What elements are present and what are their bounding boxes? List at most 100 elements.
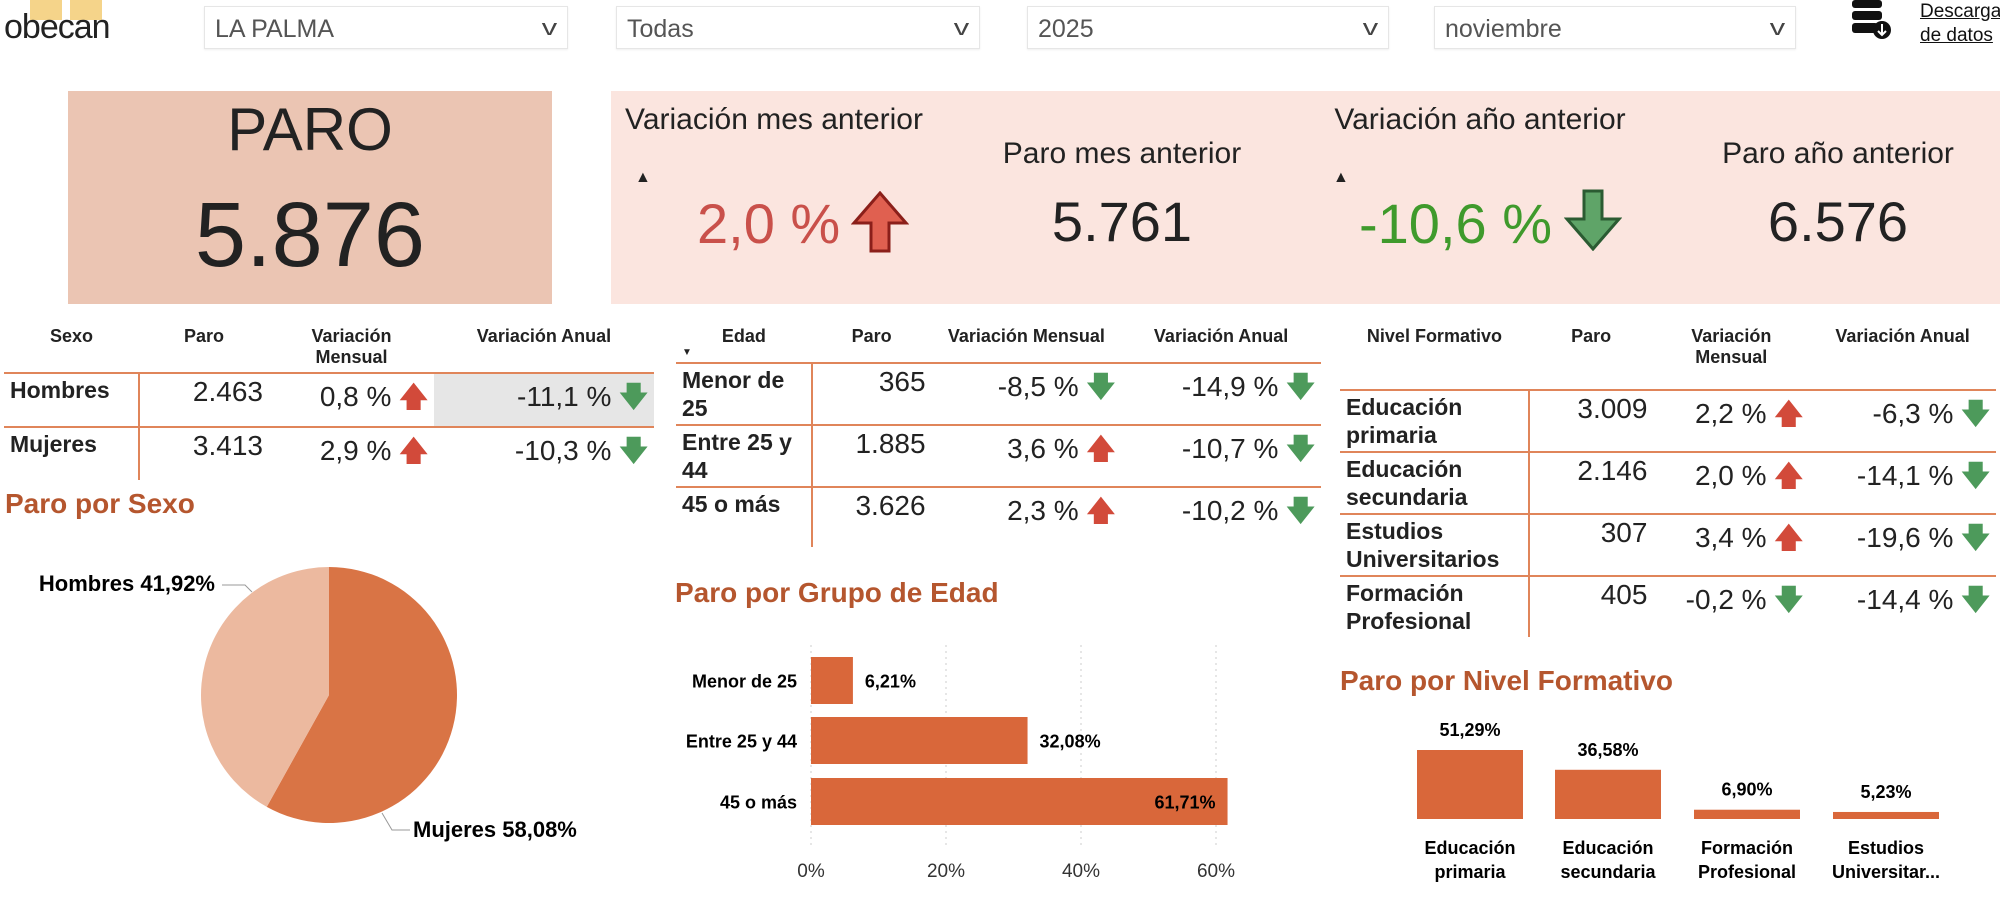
column-header[interactable]: Sexo (49, 326, 94, 346)
kpi-value: 5.761 (1051, 190, 1193, 253)
arrow-up-icon: 🡅 (1774, 522, 1804, 553)
sort-desc-icon: ▼ (682, 347, 692, 358)
monthly-variation: 3,6 % 🡅 (931, 424, 1122, 487)
pie-slice-mujeres (266, 567, 457, 824)
table-row[interactable]: Entre 25 y 44 1.885 3,6 % 🡅 -10,7 % 🡇 (676, 424, 1321, 487)
chevron-down-icon: v (541, 15, 558, 40)
column-2 (1694, 809, 1800, 819)
kpi-value: -10,6 % (1359, 192, 1552, 255)
table-row[interactable]: Formación Profesional 405 -0,2 % 🡇 -14,4 % … (1340, 575, 1996, 637)
arrow-up-icon: 🡅 (1774, 460, 1804, 491)
arrow-down-icon: 🡇 (1086, 371, 1116, 402)
section-title-edad: Paro por Grupo de Edad (675, 577, 999, 608)
row-label: Hombres (4, 372, 140, 427)
column-header[interactable]: Paro (1571, 326, 1612, 346)
table-row[interactable]: Hombres 2.463 0,8 % 🡅 -11,1 % 🡇 (4, 372, 654, 427)
dropdown-value: Todas (627, 15, 694, 43)
column-header[interactable]: Variación Anual (476, 326, 612, 346)
annual-variation: -6,3 % 🡇 (1809, 389, 1996, 452)
category-label: Estudios (1848, 838, 1924, 858)
data-label: 5,23% (1860, 782, 1911, 802)
sort-triangle-icon: ▲ (635, 169, 651, 186)
arrow-down-icon: 🡇 (1774, 584, 1804, 615)
table-row[interactable]: Educación secundaria 2.146 2,0 % 🡅 -14,1 % … (1340, 451, 1996, 514)
column-header[interactable]: Variación Anual (1153, 326, 1289, 346)
row-label: 45 o más (676, 486, 813, 547)
column-header[interactable]: Nivel Formativo (1366, 326, 1502, 346)
paro-value: 3.009 (1528, 389, 1654, 452)
arrow-down-icon: 🡇 (619, 381, 648, 412)
x-tick-label: 60% (1197, 861, 1235, 882)
column-header[interactable]: Paro (183, 326, 225, 346)
year-dropdown[interactable]: 2025 v (1027, 6, 1389, 49)
logo-mark (70, 0, 102, 20)
x-tick-label: 20% (927, 861, 965, 882)
data-label: 32,08% (1040, 732, 1101, 752)
column-header[interactable]: Edad ▼ (676, 322, 812, 363)
table-row[interactable]: Mujeres 3.413 2,9 % 🡅 -10,3 % 🡇 (4, 426, 654, 480)
kpi-label: Variación mes anterior (625, 103, 923, 136)
x-tick-label: 0% (797, 861, 825, 882)
island-dropdown[interactable]: LA PALMA v (204, 6, 568, 49)
category-label: secundaria (1560, 862, 1656, 882)
bar-1 (811, 717, 1028, 764)
category-label: 45 o más (720, 793, 797, 813)
pie-label-hombres: Hombres 41,92% (39, 571, 215, 596)
dropdown-value: LA PALMA (215, 15, 335, 43)
table-sexo: Sexo Paro Variación Mensual Variación Anual… (4, 322, 654, 480)
data-label: 6,21% (865, 672, 916, 692)
column-header[interactable]: Variación Mensual (311, 326, 392, 367)
paro-value: 1.885 (811, 424, 932, 487)
x-tick-label: 40% (1062, 861, 1100, 882)
data-label: 6,90% (1721, 780, 1772, 800)
dropdown-value: 2025 (1038, 15, 1094, 43)
leader-line (381, 812, 410, 831)
monthly-variation: 2,0 % 🡅 (1653, 451, 1810, 514)
arrow-down-icon: 🡇 (1961, 460, 1990, 491)
paro-value: 405 (1528, 575, 1654, 637)
logo: obecan (4, 8, 111, 46)
annual-variation: -14,9 % 🡇 (1121, 362, 1321, 425)
category-label: Educación (1424, 838, 1515, 858)
arrow-up-icon: 🡅 (1086, 433, 1116, 464)
arrow-down-icon: 🡇 (1286, 495, 1315, 526)
column-header[interactable]: Paro (851, 326, 892, 346)
monthly-variation: 2,3 % 🡅 (931, 486, 1122, 547)
arrow-down-icon: 🡇 (1961, 584, 1990, 615)
section-title-sexo: Paro por Sexo (5, 488, 195, 519)
column-3 (1833, 811, 1939, 819)
kpi-value: 6.576 (1767, 190, 1909, 253)
table-row[interactable]: Estudios Universitarios 307 3,4 % 🡅 -19,6 %… (1340, 513, 1996, 576)
kpi-label: Paro mes anterior (1002, 137, 1242, 170)
column-header[interactable]: Variación Mensual (1691, 326, 1772, 367)
row-label: Menor de 25 (676, 362, 813, 425)
column-header[interactable]: Variación Mensual (947, 326, 1105, 346)
monthly-variation: 0,8 % 🡅 (269, 372, 434, 427)
arrow-up-icon: 🡅 (399, 435, 428, 466)
row-label: Educación secundaria (1340, 451, 1530, 514)
arrow-up-icon: 🡅 (1774, 398, 1804, 429)
pie-slice-hombres (200, 567, 329, 807)
column-header[interactable]: Variación Anual (1835, 326, 1970, 346)
annual-variation: -19,6 % 🡇 (1809, 513, 1996, 576)
table-row[interactable]: Educación primaria 3.009 2,2 % 🡅 -6,3 % 🡇 (1340, 389, 1996, 452)
table-row[interactable]: Menor de 25 365 -8,5 % 🡇 -14,9 % 🡇 (676, 362, 1321, 425)
annual-variation: -10,7 % 🡇 (1121, 424, 1321, 487)
category-label: Universitar... (1832, 862, 1940, 882)
category-label: Formación (1701, 838, 1793, 858)
category-label: Entre 25 y 44 (686, 732, 797, 752)
municipality-dropdown[interactable]: Todas v (616, 6, 980, 49)
paro-value: 307 (1528, 513, 1654, 576)
download-data-link[interactable]: Descarga de datos (1920, 1, 2000, 46)
arrow-up-icon (851, 191, 909, 253)
row-label: Mujeres (4, 426, 140, 480)
month-dropdown[interactable]: noviembre v (1434, 6, 1796, 49)
kpi-value: 2,0 % (697, 192, 841, 255)
database-download-icon[interactable] (1850, 0, 1894, 42)
kpi-label: Variación año anterior (1334, 103, 1626, 136)
monthly-variation: -8,5 % 🡇 (931, 362, 1122, 425)
monthly-variation: 2,2 % 🡅 (1653, 389, 1810, 452)
table-row[interactable]: 45 o más 3.626 2,3 % 🡅 -10,2 % 🡇 (676, 486, 1321, 547)
chevron-down-icon: v (1769, 15, 1786, 40)
